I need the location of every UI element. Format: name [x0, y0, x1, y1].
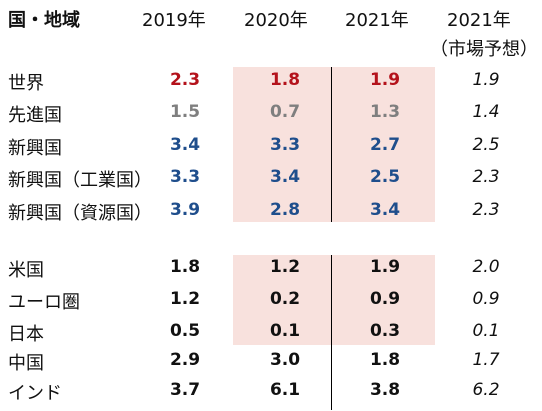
shade-group-2: [233, 255, 435, 345]
cell-v2020: 0.1: [269, 321, 301, 341]
row-label: 新興国（工業国）: [8, 170, 152, 191]
cell-v2019: 1.8: [169, 257, 201, 277]
cell-forecast-2021: 6.2: [472, 380, 500, 400]
cell-v2020: 6.1: [269, 380, 301, 400]
header-2019: 2019年: [142, 10, 206, 31]
cell-forecast-2021: 2.5: [472, 135, 500, 155]
row-label: 米国: [8, 260, 44, 281]
cell-v2019: 2.9: [169, 350, 201, 370]
cell-forecast-2021: 2.3: [472, 167, 500, 187]
cell-v2021: 2.7: [369, 135, 401, 155]
cell-v2019: 3.3: [169, 167, 201, 187]
header-region: 国・地域: [8, 10, 80, 31]
header-forecast-note: （市場予想）: [430, 39, 538, 60]
cell-forecast-2021: 0.1: [472, 321, 500, 341]
cell-forecast-2021: 2.3: [472, 200, 500, 220]
row-label: 新興国: [8, 138, 62, 159]
row-label: ユーロ圏: [8, 292, 80, 313]
divider-1: [331, 67, 332, 222]
cell-v2021: 1.8: [369, 350, 401, 370]
row-label: インド: [8, 383, 62, 404]
cell-v2021: 0.3: [369, 321, 401, 341]
cell-v2021: 2.5: [369, 167, 401, 187]
cell-forecast-2021: 0.9: [472, 289, 500, 309]
cell-v2020: 1.2: [269, 257, 301, 277]
cell-v2021: 3.8: [369, 380, 401, 400]
cell-v2020: 3.3: [269, 135, 301, 155]
cell-forecast-2021: 1.7: [472, 350, 500, 370]
header-2021-forecast: 2021年: [447, 10, 511, 31]
cell-v2021: 1.9: [369, 257, 401, 277]
row-label: 日本: [8, 324, 44, 345]
header-2021: 2021年: [345, 10, 409, 31]
cell-v2019: 3.9: [169, 200, 201, 220]
cell-v2020: 0.2: [269, 289, 301, 309]
cell-v2020: 3.0: [269, 350, 301, 370]
cell-v2020: 3.4: [269, 167, 301, 187]
row-label: 世界: [8, 73, 44, 94]
cell-forecast-2021: 2.0: [472, 257, 500, 277]
cell-forecast-2021: 1.4: [472, 102, 500, 122]
shade-group-1: [233, 67, 435, 222]
row-label: 新興国（資源国）: [8, 203, 152, 224]
cell-v2019: 1.5: [169, 102, 201, 122]
cell-v2019: 3.7: [169, 380, 201, 400]
row-label: 中国: [8, 353, 44, 374]
cell-v2019: 1.2: [169, 289, 201, 309]
cell-v2019: 2.3: [169, 70, 201, 90]
cell-v2021: 0.9: [369, 289, 401, 309]
cell-v2021: 1.3: [369, 102, 401, 122]
cell-v2021: 3.4: [369, 200, 401, 220]
cell-v2020: 1.8: [269, 70, 301, 90]
header-2020: 2020年: [244, 10, 308, 31]
cell-v2020: 0.7: [269, 102, 301, 122]
cell-v2020: 2.8: [269, 200, 301, 220]
cell-v2019: 0.5: [169, 321, 201, 341]
divider-2: [331, 255, 332, 410]
cell-v2019: 3.4: [169, 135, 201, 155]
row-label: 先進国: [8, 105, 62, 126]
cell-v2021: 1.9: [369, 70, 401, 90]
cell-forecast-2021: 1.9: [472, 70, 500, 90]
